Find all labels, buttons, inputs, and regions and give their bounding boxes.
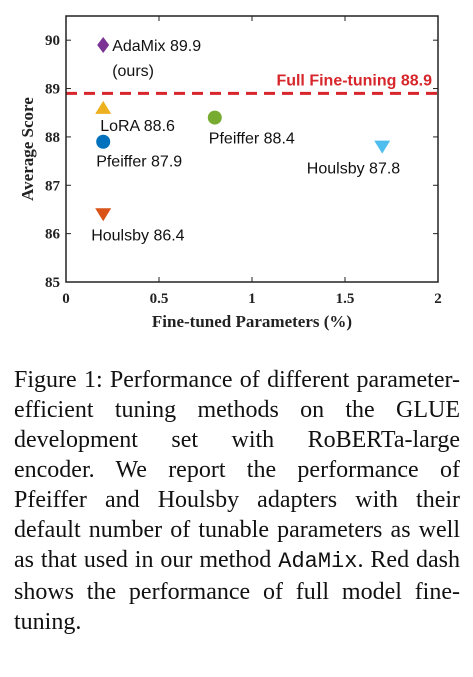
full-finetuning-label: Full Fine-tuning 88.9	[276, 72, 432, 89]
pfeiffer-default-label: Pfeiffer 88.4	[209, 131, 295, 148]
y-tick-label: 85	[45, 275, 60, 291]
caption-suffix: . Red dash shows the performance of full…	[14, 547, 460, 635]
x-tick-label: 1	[248, 291, 256, 307]
lora-marker	[95, 100, 112, 114]
y-tick-label: 87	[45, 178, 61, 194]
figure-caption: Figure 1: Performance of different param…	[14, 365, 460, 637]
caption-method-name: AdaMix	[278, 549, 358, 574]
pfeiffer-small-label: Pfeiffer 87.9	[96, 154, 182, 171]
y-tick-label: 90	[45, 33, 60, 49]
pfeiffer-small-marker	[96, 134, 111, 149]
pfeiffer-default-marker	[207, 110, 222, 125]
y-tick-label: 86	[45, 227, 61, 243]
x-tick-label: 0.5	[150, 291, 169, 307]
scatter-chart: Full Fine-tuning 88.9 AdaMix 89.9 (ours) L…	[18, 15, 442, 331]
x-tick-label: 0	[62, 291, 70, 307]
adamix-label: AdaMix 89.9	[112, 38, 201, 55]
houlsby-default-marker	[374, 140, 391, 154]
lora-label: LoRA 88.6	[100, 118, 175, 135]
houlsby-default-label: Houlsby 87.8	[307, 161, 400, 178]
houlsby-small-marker	[95, 208, 112, 222]
y-tick-label: 88	[45, 130, 60, 146]
y-tick-label: 89	[45, 82, 60, 98]
caption-prefix: Figure 1: Performance of different param…	[14, 367, 460, 573]
houlsby-small-label: Houlsby 86.4	[91, 227, 184, 244]
adamix-sublabel: (ours)	[112, 63, 154, 80]
y-axis-label: Average Score	[18, 97, 37, 201]
x-tick-label: 2	[434, 291, 442, 307]
x-tick-label: 1.5	[336, 291, 355, 307]
adamix-marker	[97, 37, 110, 54]
x-axis-label: Fine-tuned Parameters (%)	[152, 312, 352, 331]
